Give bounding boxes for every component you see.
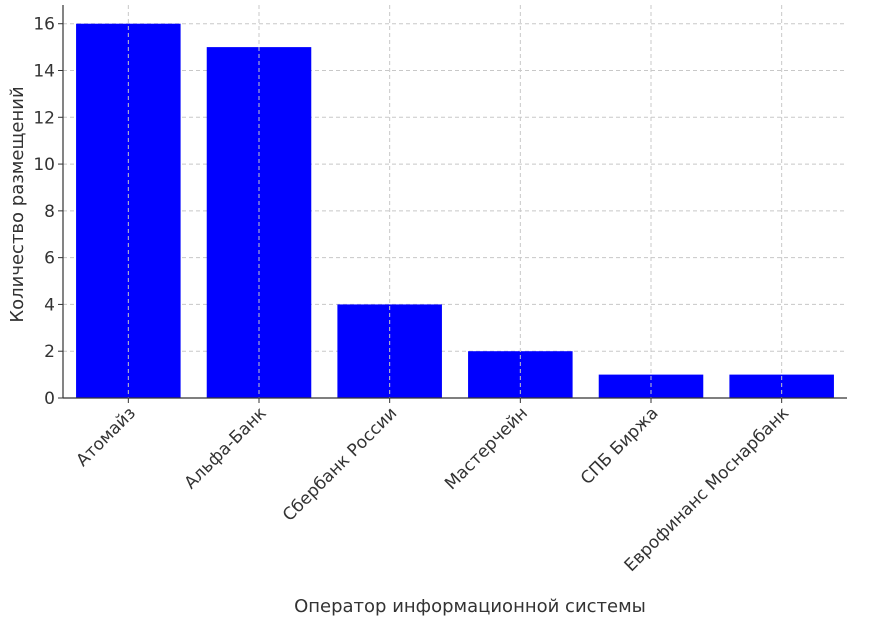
y-tick-label: 10 bbox=[33, 155, 55, 175]
x-tick-label: Альфа-Банк bbox=[181, 403, 271, 493]
x-ticks: Атомайз Альфа-Банк Сбербанк России Мастерче… bbox=[73, 398, 793, 576]
x-axis-label: Оператор информационной системы bbox=[294, 596, 646, 617]
y-axis-label: Количество размещений bbox=[7, 86, 28, 322]
y-tick-label: 6 bbox=[44, 249, 55, 269]
y-ticks: 0 2 4 6 8 10 12 14 16 bbox=[33, 15, 63, 409]
x-tick-label: СПБ Биржа bbox=[577, 403, 663, 489]
grid bbox=[63, 23, 847, 399]
y-tick-label: 4 bbox=[44, 295, 55, 315]
x-tick-label: Атомайз bbox=[73, 403, 140, 470]
x-tick-label: Мастерчейн bbox=[441, 403, 532, 494]
y-tick-label: 12 bbox=[33, 108, 55, 128]
y-tick-label: 2 bbox=[44, 342, 55, 362]
y-tick-label: 8 bbox=[44, 202, 55, 222]
y-tick-label: 0 bbox=[44, 389, 55, 409]
y-tick-label: 16 bbox=[33, 15, 55, 35]
bars bbox=[76, 5, 834, 398]
x-tick-label: Сбербанк России bbox=[279, 403, 401, 525]
y-tick-label: 14 bbox=[33, 62, 55, 82]
